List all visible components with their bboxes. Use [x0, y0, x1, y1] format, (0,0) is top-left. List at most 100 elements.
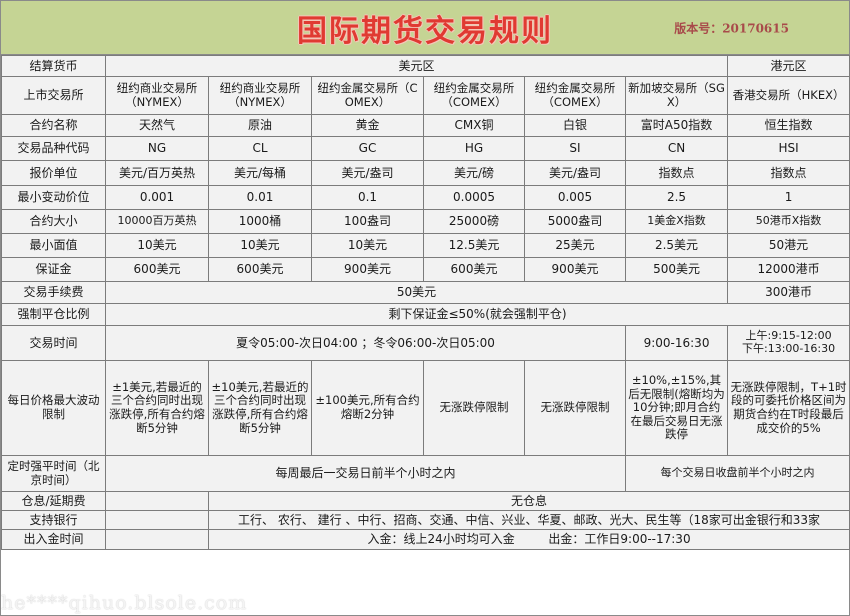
cell-exchange-cl: 纽约商业交易所（NYMEX）: [208, 76, 312, 115]
cell-contract-name-2: 黄金: [311, 114, 424, 137]
cell-margin-3: 600美元: [423, 257, 525, 282]
cell-contract-name-3: CMX铜: [423, 114, 525, 137]
cell-exchange-gc: 纽约金属交易所（COMEX）: [311, 76, 424, 115]
row-label-force-close-ratio: 强制平仓比例: [1, 303, 106, 326]
row-label-tick-size: 最小变动价位: [1, 185, 106, 210]
cell-symbol-6: HSI: [727, 136, 850, 161]
cell-min-value-2: 10美元: [311, 233, 424, 258]
row-label-margin: 保证金: [1, 257, 106, 282]
table-row: 强制平仓比例 剩下保证金≤50%(就会强制平仓): [1, 303, 850, 326]
cell-contract-name-0: 天然气: [105, 114, 209, 137]
cell-daily-limit-5: ±10%,±15%,其后无限制(熔断均为10分钟;即月合约在最后交易日无涨跌停: [624, 360, 729, 456]
cell-contract-size-1: 1000桶: [208, 209, 312, 234]
table-row: 最小面值 10美元 10美元 10美元 12.5美元 25美元 2.5美元 50…: [1, 233, 850, 258]
cell-tick-6: 1: [727, 185, 850, 210]
cell-margin-5: 500美元: [624, 257, 729, 282]
cell-tick-2: 0.1: [311, 185, 424, 210]
cell-min-value-5: 2.5美元: [624, 233, 729, 258]
row-label-symbol-code: 交易品种代码: [1, 136, 106, 161]
row-label-trading-time: 交易时间: [1, 325, 106, 361]
cell-margin-6: 12000港币: [727, 257, 850, 282]
table-row: 报价单位 美元/百万英热 美元/每桶 美元/盎司 美元/磅 美元/盎司 指数点 …: [1, 160, 850, 186]
cell-fee-usd: 50美元: [104, 281, 729, 304]
cell-min-value-4: 25美元: [524, 233, 626, 258]
cell-min-value-3: 12.5美元: [423, 233, 525, 258]
table-row: 交易时间 夏令05:00-次日04:00 ；冬令06:00-次日05:00 9:…: [1, 325, 850, 361]
cell-contract-size-2: 100盎司: [311, 209, 424, 234]
cell-auto-close-usd: 每周最后一交易日前半个小时之内: [105, 455, 626, 492]
cell-usd-zone: 美元区: [104, 55, 729, 77]
row-label-daily-limit: 每日价格最大波动限制: [1, 360, 106, 456]
cell-tick-3: 0.0005: [423, 185, 525, 210]
cell-contract-name-5: 富时A50指数: [624, 114, 729, 137]
cell-fee-hkd: 300港币: [727, 281, 850, 304]
row-label-contract-size: 合约大小: [1, 209, 106, 234]
cell-tick-4: 0.005: [524, 185, 626, 210]
row-label-contract-name: 合约名称: [1, 114, 106, 137]
table-row: 每日价格最大波动限制 ±1美元,若最近的三个合约同时出现涨跌停,所有合约熔断5分…: [1, 360, 850, 456]
table-row: 出入金时间 入金：线上24小时均可入金 出金：工作日9:00--17:30: [1, 529, 850, 550]
cell-min-value-1: 10美元: [208, 233, 312, 258]
cell-contract-size-5: 1美金X指数: [624, 209, 729, 234]
cell-daily-limit-3: 无涨跌停限制: [423, 360, 525, 456]
table-row: 上市交易所 纽约商业交易所（NYMEX） 纽约商业交易所（NYMEX） 纽约金属…: [1, 76, 850, 115]
cell-contract-size-3: 25000磅: [423, 209, 525, 234]
cell-quote-unit-0: 美元/百万英热: [105, 160, 209, 186]
cell-symbol-2: GC: [311, 136, 424, 161]
row-label-quote-unit: 报价单位: [1, 160, 106, 186]
cell-symbol-0: NG: [105, 136, 209, 161]
cell-tick-0: 0.001: [105, 185, 209, 210]
cell-exchange-cn: 新加坡交易所（SGX）: [624, 76, 729, 115]
cell-contract-name-1: 原油: [208, 114, 312, 137]
cell-force-close-ratio: 剩下保证金≤50%(就会强制平仓): [104, 303, 850, 326]
cell-daily-limit-6: 无涨跌停限制，T+1时段的可委托价格区间为期货合约在T时段最后成交价的5%: [727, 360, 850, 456]
cell-quote-unit-2: 美元/盎司: [311, 160, 424, 186]
cell-margin-4: 900美元: [524, 257, 626, 282]
table-row: 最小变动价位 0.001 0.01 0.1 0.0005 0.005 2.5 1: [1, 185, 850, 210]
cell-margin-1: 600美元: [208, 257, 312, 282]
cell-quote-unit-3: 美元/磅: [423, 160, 525, 186]
cell-funding-time: 入金：线上24小时均可入金 出金：工作日9:00--17:30: [207, 529, 850, 550]
futures-rules-table: 结算货币 美元区 港元区 上市交易所 纽约商业交易所（NYMEX） 纽约商业交易…: [1, 55, 850, 550]
cell-overnight-fee-spacer: [105, 491, 209, 511]
cell-quote-unit-1: 美元/每桶: [208, 160, 312, 186]
table-row: 仓息/延期费 无仓息: [1, 491, 850, 511]
cell-quote-unit-4: 美元/盎司: [524, 160, 626, 186]
cell-symbol-3: HG: [423, 136, 525, 161]
funding-withdraw-text: 出金：工作日9:00--17:30: [548, 532, 691, 547]
row-label-fee: 交易手续费: [1, 281, 106, 304]
cell-margin-2: 900美元: [311, 257, 424, 282]
funding-deposit-text: 入金：线上24小时均可入金: [367, 532, 515, 547]
cell-exchange-si: 纽约金属交易所（COMEX）: [524, 76, 626, 115]
cell-margin-0: 600美元: [105, 257, 209, 282]
cell-banks: 工行、 农行、 建行 、中行、招商、交通、中信、兴业、华夏、邮政、光大、民生等（…: [207, 510, 850, 530]
cell-contract-size-0: 10000百万英热: [105, 209, 209, 234]
cell-hkd-zone: 港元区: [727, 55, 850, 77]
row-label-exchange: 上市交易所: [1, 76, 106, 115]
cell-min-value-6: 50港元: [727, 233, 850, 258]
cell-quote-unit-6: 指数点: [727, 160, 850, 186]
table-row: 定时强平时间（北京时间） 每周最后一交易日前半个小时之内 每个交易日收盘前半个小…: [1, 455, 850, 492]
table-row: 交易品种代码 NG CL GC HG SI CN HSI: [1, 136, 850, 161]
row-label-overnight-fee: 仓息/延期费: [1, 491, 106, 511]
cell-daily-limit-0: ±1美元,若最近的三个合约同时出现涨跌停,所有合约熔断5分钟: [105, 360, 209, 456]
cell-trading-time-usd: 夏令05:00-次日04:00 ；冬令06:00-次日05:00: [105, 325, 626, 361]
cell-tick-1: 0.01: [208, 185, 312, 210]
cell-banks-spacer: [105, 510, 209, 530]
table-row: 支持银行 工行、 农行、 建行 、中行、招商、交通、中信、兴业、华夏、邮政、光大…: [1, 510, 850, 530]
cell-contract-size-6: 50港币X指数: [727, 209, 850, 234]
cell-exchange-hsi: 香港交易所（HKEX）: [727, 76, 850, 115]
cell-symbol-5: CN: [624, 136, 729, 161]
cell-exchange-hg: 纽约金属交易所（COMEX）: [423, 76, 525, 115]
row-label-banks: 支持银行: [1, 510, 106, 530]
table-row: 结算货币 美元区 港元区: [1, 55, 850, 77]
row-label-funding-time: 出入金时间: [1, 529, 106, 550]
cell-daily-limit-2: ±100美元,所有合约熔断2分钟: [311, 360, 424, 456]
table-row: 合约名称 天然气 原油 黄金 CMX铜 白银 富时A50指数 恒生指数: [1, 114, 850, 137]
title-banner: 国际期货交易规则 版本号：20170615: [1, 1, 849, 55]
row-label-settlement-currency: 结算货币: [1, 55, 106, 77]
cell-daily-limit-4: 无涨跌停限制: [524, 360, 626, 456]
version-label: 版本号：20170615: [674, 21, 789, 35]
cell-exchange-ng: 纽约商业交易所（NYMEX）: [105, 76, 209, 115]
cell-symbol-4: SI: [524, 136, 626, 161]
